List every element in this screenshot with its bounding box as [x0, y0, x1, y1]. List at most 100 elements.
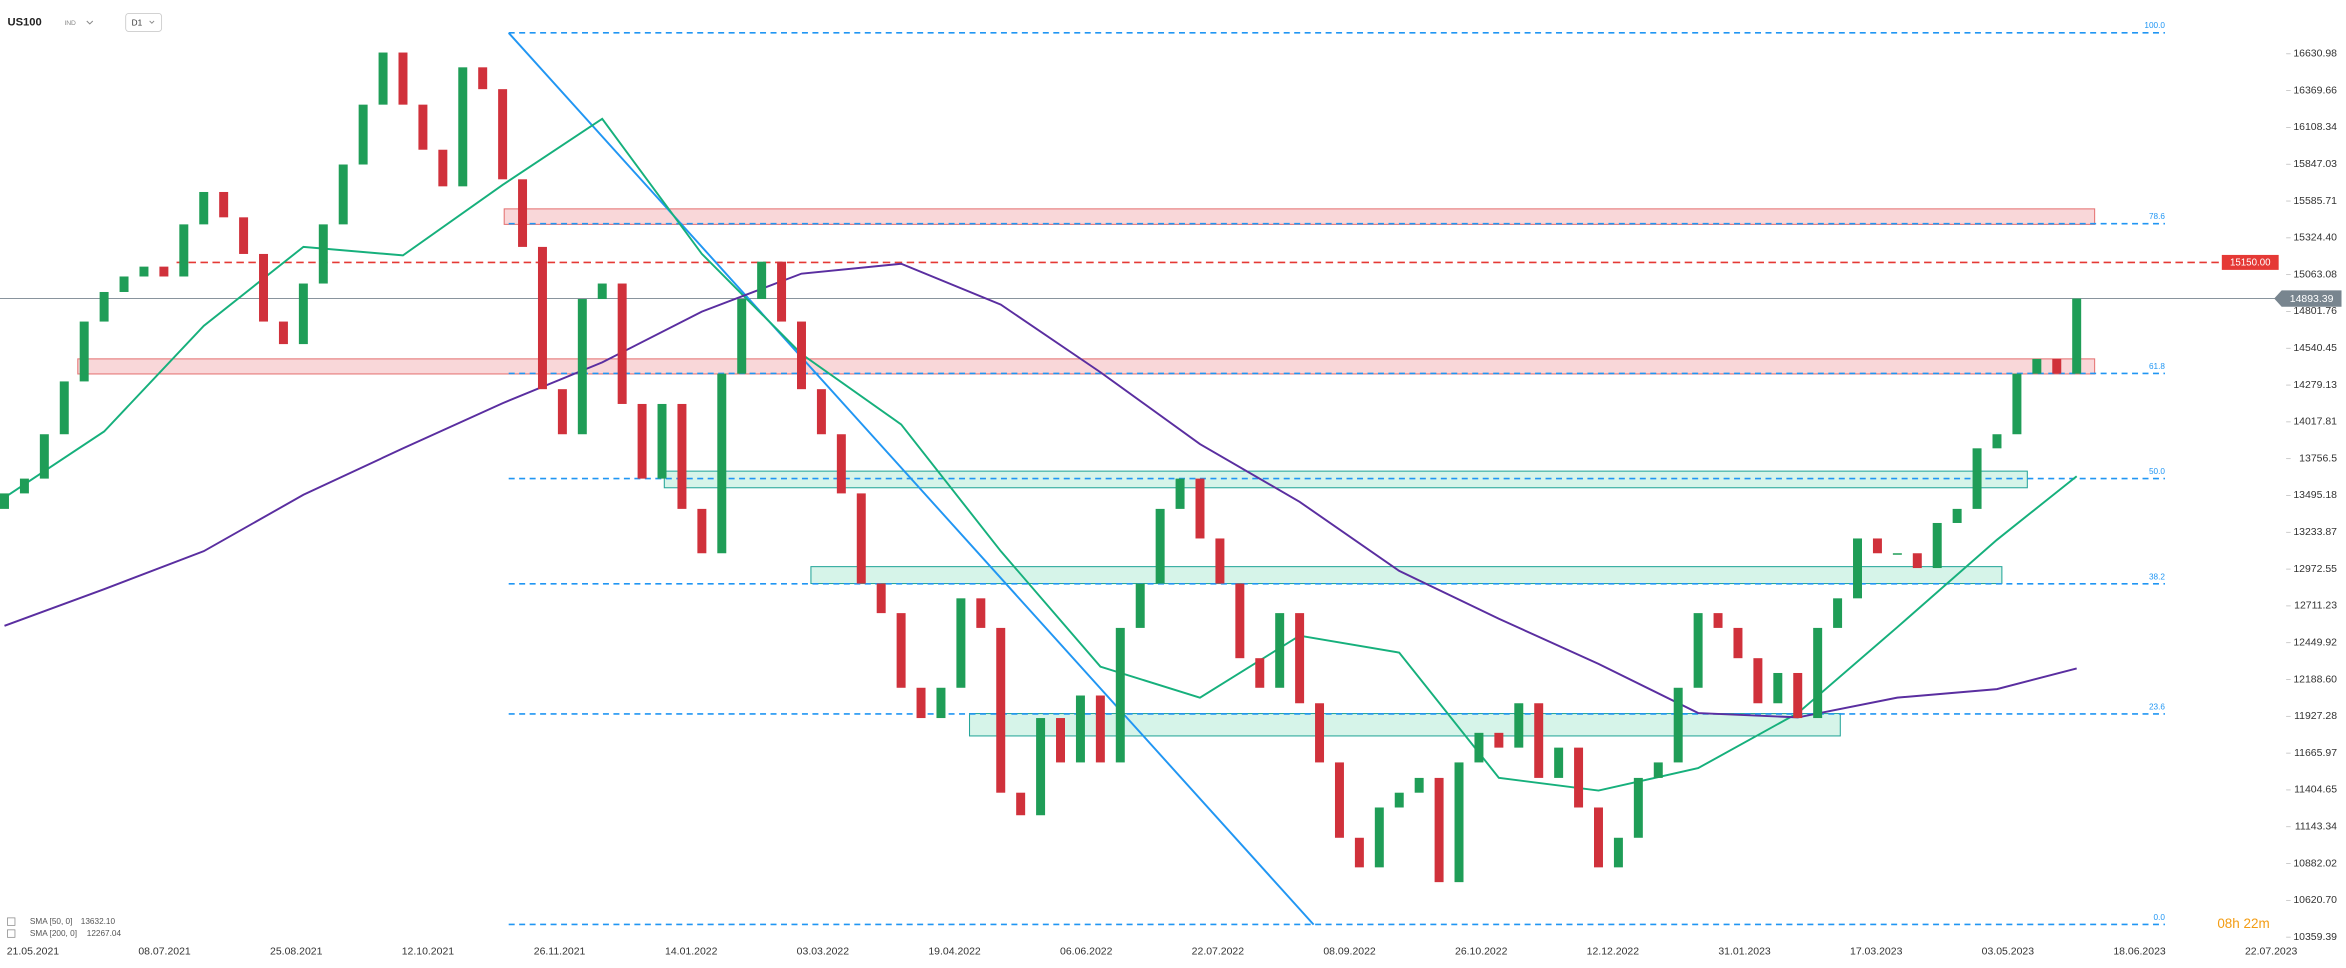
x-tick-label: 14.01.2022	[665, 946, 718, 957]
timer: 08h 22m	[2217, 916, 2269, 931]
candle	[1793, 672, 1803, 719]
x-tick-label: 12.10.2021	[402, 946, 455, 957]
x-tick-label: 03.03.2022	[797, 946, 850, 957]
candle	[1414, 777, 1424, 793]
candle	[816, 389, 826, 435]
candle	[1036, 718, 1046, 816]
dropdown-icon[interactable]	[149, 20, 155, 24]
candle	[577, 299, 587, 435]
x-tick-label: 22.07.2022	[1192, 946, 1245, 957]
resistance-badge	[2221, 254, 2279, 270]
candle	[537, 246, 547, 390]
candle	[697, 508, 707, 554]
fib-label: 38.2	[2149, 572, 2165, 581]
fib-label: 50.0	[2149, 467, 2165, 476]
candle	[418, 104, 428, 150]
y-tick-label: 15063.08	[2293, 269, 2337, 280]
y-tick-label: 14801.76	[2293, 306, 2337, 317]
y-tick-label: 14279.13	[2293, 380, 2337, 391]
candle	[597, 283, 607, 300]
dropdown-icon[interactable]	[86, 20, 94, 25]
candle	[1175, 478, 1185, 509]
candle	[1494, 732, 1504, 748]
candle	[1155, 508, 1165, 584]
x-tick-label: 21.05.2021	[7, 946, 60, 957]
candle	[1892, 553, 1902, 555]
candle	[1135, 583, 1145, 628]
candle	[1434, 777, 1444, 883]
candle	[219, 191, 229, 218]
x-tick-label: 25.08.2021	[270, 946, 323, 957]
candle	[677, 403, 687, 509]
candle	[458, 67, 468, 187]
x-tick-label: 06.06.2022	[1060, 946, 1113, 957]
candle	[278, 321, 288, 345]
candle	[557, 389, 567, 435]
candle	[358, 104, 368, 165]
legend-name: SMA [50, 0]	[30, 917, 73, 926]
candle	[896, 613, 906, 688]
y-tick-label: 13756.5	[2299, 453, 2337, 464]
candle	[797, 321, 806, 390]
candle	[956, 598, 966, 688]
candle	[936, 687, 946, 719]
candle	[617, 283, 627, 404]
zones	[77, 208, 2096, 737]
y-tick-label: 16108.34	[2293, 122, 2337, 133]
fib-label: 23.6	[2149, 702, 2165, 711]
candle	[59, 381, 69, 435]
candle	[1653, 762, 1663, 778]
candle	[79, 321, 89, 382]
candle	[1733, 627, 1743, 659]
candle	[1374, 807, 1384, 868]
candle	[1474, 732, 1484, 763]
candle	[777, 261, 787, 322]
candle	[338, 164, 348, 225]
symbol: US100	[7, 16, 41, 28]
candle	[298, 283, 308, 345]
zone	[503, 208, 2096, 225]
candle	[1872, 538, 1882, 554]
timeframe[interactable]: D1	[132, 18, 143, 27]
candle	[1534, 703, 1544, 778]
candle	[1633, 777, 1643, 838]
y-tick-label: 13233.87	[2293, 527, 2337, 538]
candle	[996, 627, 1006, 793]
x-tick-label: 31.01.2023	[1718, 946, 1771, 957]
y-tick-label: 13495.18	[2293, 490, 2337, 501]
candle	[2052, 358, 2062, 374]
y-tick-label: 11927.28	[2294, 711, 2337, 722]
x-tick-label: 08.07.2021	[138, 946, 191, 957]
candle	[239, 217, 249, 254]
x-tick-label: 08.09.2022	[1323, 946, 1376, 957]
x-tick-label: 26.10.2022	[1455, 946, 1508, 957]
candle	[1095, 695, 1105, 763]
candle	[1972, 448, 1982, 509]
sma-line	[4, 262, 2077, 719]
candle	[637, 403, 647, 479]
candle	[1016, 792, 1026, 816]
candle	[717, 373, 727, 554]
fib-label: 0.0	[2154, 913, 2166, 922]
y-tick-label: 12449.92	[2293, 637, 2337, 648]
candle	[259, 253, 269, 322]
legend-value: 13632.10	[81, 917, 116, 926]
candle	[119, 276, 129, 292]
candle	[2012, 373, 2022, 435]
x-tick-label: 19.04.2022	[928, 946, 981, 957]
legend-icon	[7, 929, 16, 938]
candle	[1594, 807, 1603, 868]
candle	[976, 598, 986, 628]
candle	[757, 261, 767, 300]
candle	[737, 299, 747, 374]
y-tick-label: 15847.03	[2293, 159, 2337, 170]
candle	[1853, 538, 1863, 599]
y-tick-label: 12972.55	[2293, 564, 2337, 575]
fib-label: 100.0	[2144, 21, 2165, 30]
y-tick-label: 12188.60	[2293, 674, 2337, 685]
candle	[1235, 583, 1245, 659]
timeframe-select[interactable]	[125, 13, 163, 32]
candle	[836, 434, 846, 494]
y-tick-label: 16630.98	[2293, 49, 2337, 60]
